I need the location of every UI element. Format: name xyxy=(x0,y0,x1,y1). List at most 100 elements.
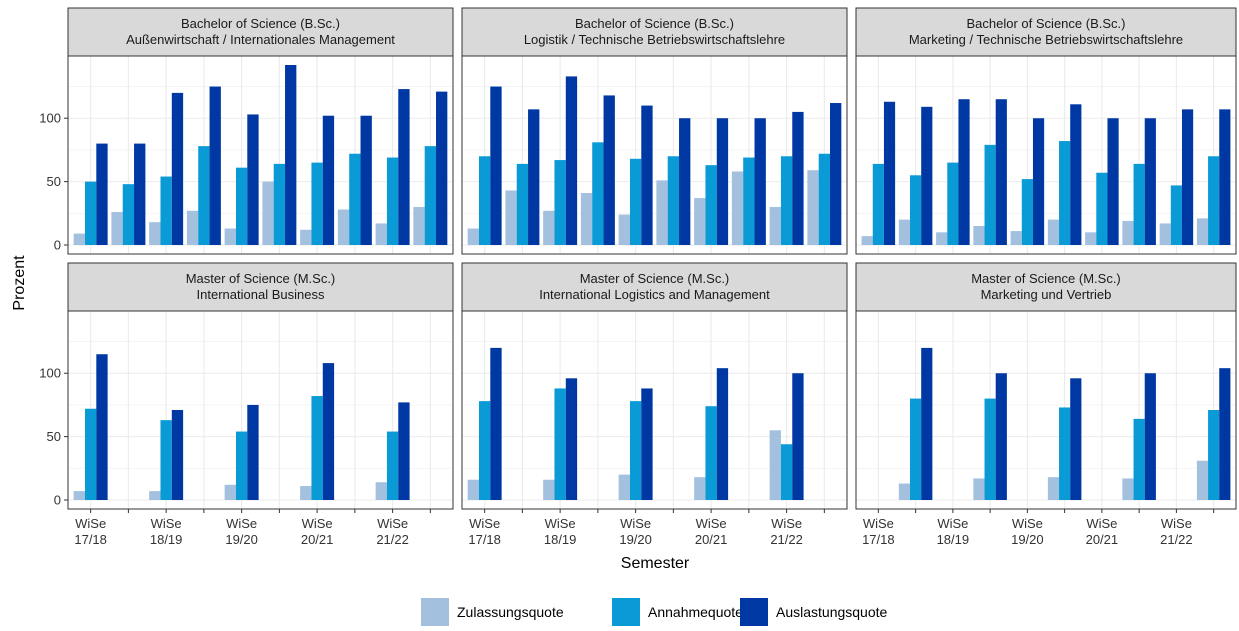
y-tick-label: 0 xyxy=(54,493,61,508)
facet-title: Master of Science (M.Sc.) xyxy=(971,271,1121,286)
bar xyxy=(973,225,985,245)
bar xyxy=(629,401,642,500)
bar xyxy=(1021,179,1033,245)
bar xyxy=(490,347,502,500)
bar xyxy=(1144,373,1156,500)
bar xyxy=(830,103,842,245)
x-tick-label: WiSe 19/20 xyxy=(225,516,258,547)
bar xyxy=(413,206,425,245)
x-tick-label: WiSe 18/19 xyxy=(150,516,183,547)
x-tick-label: WiSe 19/20 xyxy=(1011,516,1044,547)
bar xyxy=(1196,460,1209,500)
bar xyxy=(995,99,1007,246)
bar xyxy=(792,111,804,246)
bar xyxy=(769,206,781,245)
bar xyxy=(818,153,831,245)
bar xyxy=(171,92,184,245)
bar xyxy=(160,420,172,500)
facet-strip xyxy=(461,262,848,312)
bar xyxy=(198,146,210,245)
bar xyxy=(386,431,399,500)
bar xyxy=(667,156,680,245)
bar xyxy=(478,401,491,500)
bar xyxy=(921,347,933,500)
legend-label: Annahmequote xyxy=(648,604,743,620)
legend-swatch xyxy=(740,598,768,626)
bar xyxy=(490,86,502,246)
facet-strip xyxy=(67,7,454,57)
bar xyxy=(467,228,479,245)
bar xyxy=(300,486,312,500)
bar xyxy=(247,404,259,500)
bar xyxy=(84,408,97,500)
bar xyxy=(1070,104,1082,245)
bar xyxy=(694,477,706,500)
bar xyxy=(73,233,85,245)
bar xyxy=(1096,172,1108,245)
bar xyxy=(300,229,312,245)
bar xyxy=(273,163,286,245)
bar xyxy=(1196,218,1209,245)
bar xyxy=(995,373,1007,500)
bar xyxy=(235,431,248,500)
bar xyxy=(910,398,922,500)
facet-title: Marketing und Vertrieb xyxy=(981,287,1112,302)
bar xyxy=(618,474,630,500)
y-tick-label: 0 xyxy=(54,238,61,253)
bar xyxy=(111,212,123,245)
bar xyxy=(705,165,717,245)
y-tick-label: 100 xyxy=(39,366,61,381)
bar xyxy=(872,163,884,245)
bar xyxy=(235,167,248,245)
bar xyxy=(958,99,970,246)
bar xyxy=(973,478,985,500)
facet-title: Bachelor of Science (B.Sc.) xyxy=(181,16,340,31)
facet-title: Logistik / Technische Betriebswirtschaft… xyxy=(524,32,785,47)
bar xyxy=(96,143,108,245)
bar xyxy=(592,142,604,245)
bar xyxy=(883,101,896,246)
bar xyxy=(134,143,146,245)
bar xyxy=(984,144,996,245)
bar xyxy=(311,162,323,245)
bar xyxy=(947,162,959,245)
bar xyxy=(1208,156,1220,245)
bar xyxy=(398,89,410,246)
x-tick-label: WiSe 21/22 xyxy=(376,516,409,547)
x-tick-label: WiSe 19/20 xyxy=(619,516,652,547)
bar xyxy=(386,157,399,245)
bar xyxy=(1122,220,1134,245)
bar xyxy=(769,430,781,500)
x-tick-label: WiSe 17/18 xyxy=(468,516,501,547)
bar xyxy=(1070,378,1082,500)
y-tick-label: 50 xyxy=(47,429,61,444)
bar xyxy=(122,184,135,245)
bar xyxy=(337,209,350,245)
bar xyxy=(149,222,161,245)
x-tick-label: WiSe 17/18 xyxy=(862,516,895,547)
x-tick-label: WiSe 17/18 xyxy=(74,516,107,547)
facet-title: Master of Science (M.Sc.) xyxy=(580,271,730,286)
bar xyxy=(716,368,729,500)
x-axis-title: Semester xyxy=(621,555,690,572)
facet-strip xyxy=(855,7,1237,57)
bar xyxy=(1133,163,1145,245)
bar xyxy=(565,76,578,245)
bar xyxy=(780,156,793,245)
bar xyxy=(1010,231,1022,245)
bar xyxy=(1085,232,1097,245)
bar xyxy=(641,105,653,245)
bar xyxy=(360,115,372,245)
bar xyxy=(424,146,437,245)
facet-title: Bachelor of Science (B.Sc.) xyxy=(575,16,734,31)
x-tick-label: WiSe 20/21 xyxy=(301,516,334,547)
bar xyxy=(543,210,555,245)
legend-label: Auslastungsquote xyxy=(776,604,888,620)
y-tick-label: 100 xyxy=(39,111,61,126)
bar xyxy=(603,95,615,245)
x-tick-label: WiSe 21/22 xyxy=(1160,516,1193,547)
bar xyxy=(375,482,387,500)
bar xyxy=(1159,223,1171,245)
bar xyxy=(1047,219,1060,245)
